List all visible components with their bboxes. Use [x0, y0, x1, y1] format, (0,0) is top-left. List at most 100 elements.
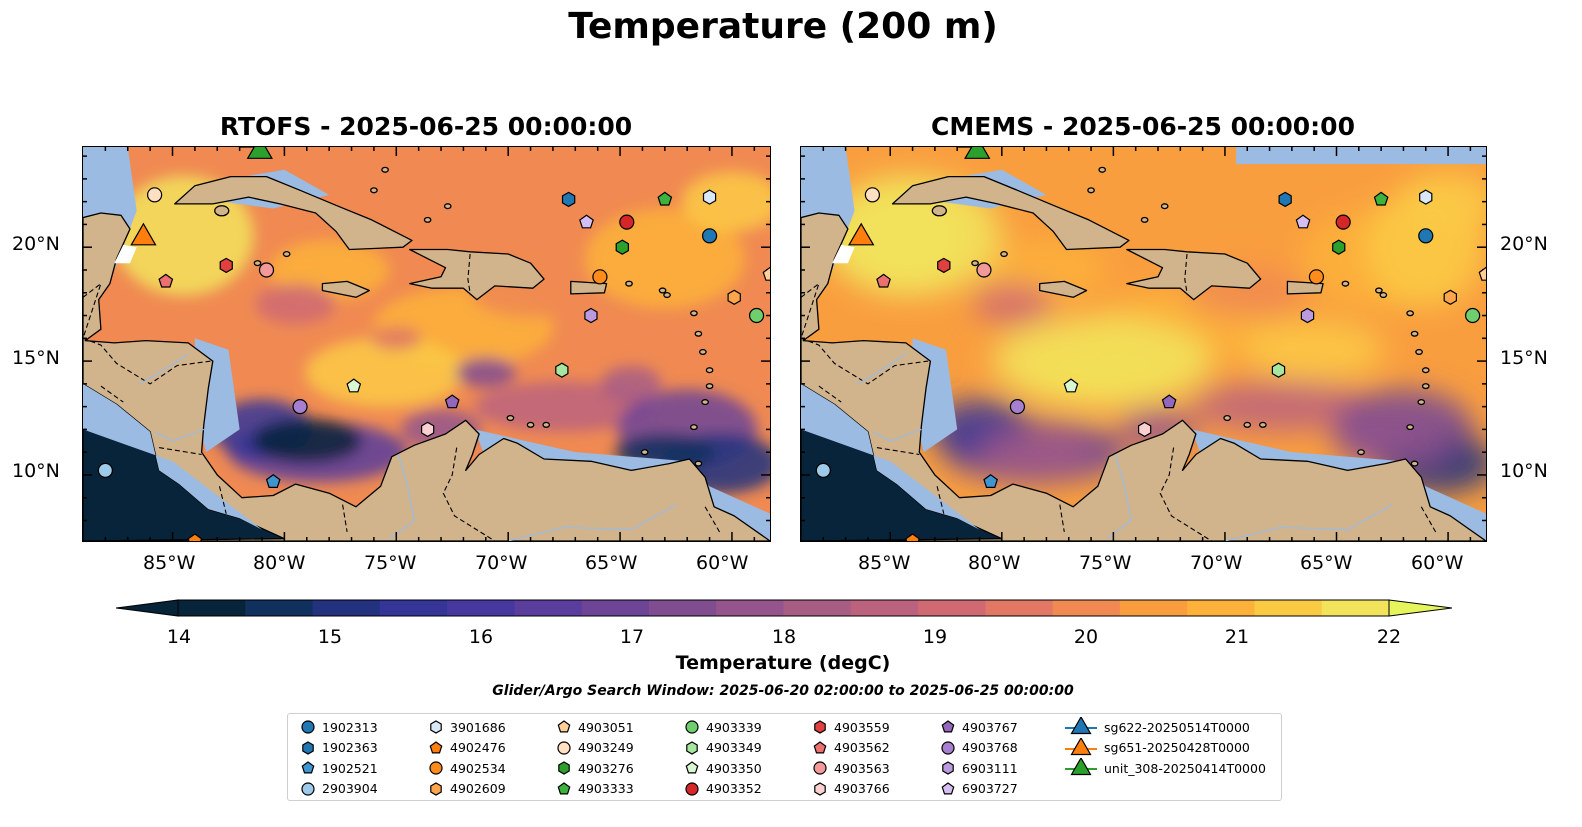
- argo-float-marker: [265, 474, 281, 488]
- legend-marker: [685, 720, 699, 734]
- argo-float-marker: [619, 214, 635, 230]
- triangle-marker-icon: [1065, 758, 1097, 776]
- observation-markers: [97, 147, 770, 541]
- argo-float-marker: [97, 462, 113, 478]
- legend-marker: [557, 720, 571, 733]
- argo-float-marker: [762, 266, 770, 281]
- cmems-panel-title: CMEMS - 2025-06-25 00:00:00: [931, 112, 1355, 141]
- legend-label: 4903562: [834, 740, 890, 755]
- legend-marker: [1070, 737, 1092, 755]
- legend-item: 4903559: [812, 717, 890, 737]
- legend-marker: [430, 781, 442, 796]
- cmems-map-canvas: [801, 147, 1486, 541]
- pentagon-marker-icon: [941, 781, 955, 794]
- legend-marker: [558, 761, 570, 775]
- rtofs-map[interactable]: [82, 146, 771, 542]
- argo-float-marker: [584, 307, 598, 324]
- colorbar-segment: [1119, 600, 1188, 616]
- legend-marker: [1070, 758, 1092, 776]
- legend-item: 4902534: [428, 758, 506, 778]
- legend-item: 4903333: [556, 779, 634, 799]
- argo-float-marker: [346, 378, 362, 393]
- rtofs-map-canvas: [83, 147, 770, 541]
- legend-item: 4903766: [812, 779, 890, 799]
- pentagon-marker-icon: [557, 781, 571, 794]
- colorbar-tick-label: 14: [166, 626, 192, 648]
- argo-float-marker: [937, 257, 951, 274]
- legend-item: 4903249: [556, 738, 634, 758]
- legend-label: 4902609: [450, 781, 506, 796]
- argo-float-marker: [258, 262, 275, 278]
- colorbar-segment: [850, 600, 919, 616]
- argo-float-marker: [1278, 191, 1292, 208]
- circle-marker-icon: [685, 720, 699, 734]
- argo-float-marker: [292, 399, 308, 415]
- triangle-marker-icon: [1065, 737, 1097, 755]
- argo-float-marker: [983, 474, 999, 488]
- argo-float-marker: [815, 462, 831, 478]
- legend-label: 4903559: [834, 719, 890, 735]
- circle-marker-icon: [429, 761, 443, 775]
- colorbar-label: Temperature (degC): [675, 652, 891, 674]
- legend-item: 4903339: [684, 717, 762, 737]
- legend-marker: [941, 781, 955, 794]
- argo-float-marker: [702, 189, 717, 205]
- circle-marker-icon: [301, 781, 315, 796]
- hexagon-marker-icon: [686, 740, 698, 755]
- argo-float-marker: [579, 214, 594, 229]
- glider-marker: [130, 222, 157, 246]
- argo-float-marker: [1300, 307, 1315, 324]
- legend-marker: [429, 761, 443, 775]
- colorbar-tick-label: 19: [922, 626, 948, 648]
- axis-ticks: [801, 147, 1486, 541]
- legend-marker: [302, 740, 314, 755]
- legend-label: 1902313: [322, 719, 378, 735]
- circle-marker-icon: [685, 781, 699, 796]
- legend-item: 6903727: [940, 779, 1018, 799]
- legend-label: 4903276: [578, 760, 634, 776]
- legend-item: 4902476: [428, 738, 506, 758]
- legend-item: unit_308-20250414T0000: [1064, 758, 1266, 778]
- legend-marker: [301, 781, 315, 796]
- country-borders: [801, 253, 1438, 541]
- pentagon-marker-icon: [813, 740, 827, 753]
- legend-marker: [813, 740, 827, 753]
- legend-marker: [557, 781, 571, 794]
- legend-label: sg622-20250514T0000: [1104, 719, 1250, 735]
- legend-marker: [685, 781, 699, 796]
- legend-item: 1902521: [300, 758, 378, 778]
- legend-label: sg651-20250428T0000: [1104, 740, 1250, 755]
- lat-tick-label: 20°N: [1500, 233, 1548, 255]
- legend-marker: [814, 781, 826, 796]
- colorbar-segment: [178, 600, 246, 616]
- hexagon-marker-icon: [814, 720, 826, 734]
- hexagon-marker-icon: [430, 720, 442, 734]
- argo-float-marker: [615, 239, 630, 255]
- lat-tick-label: 15°N: [1500, 347, 1548, 369]
- colorbar-segment: [1052, 600, 1121, 616]
- land-masses: [83, 147, 770, 541]
- legend-label: 6903727: [962, 781, 1018, 796]
- legend-label: 6903111: [962, 760, 1018, 776]
- legend-label: 4903349: [706, 740, 762, 755]
- argo-float-marker: [748, 307, 765, 324]
- argo-float-marker: [1271, 362, 1286, 378]
- country-borders: [83, 253, 722, 541]
- lon-tick-label: 70°W: [1190, 552, 1243, 574]
- colorbar-segment: [581, 600, 650, 616]
- argo-float-marker: [1295, 214, 1311, 229]
- lat-tick-label: 20°N: [12, 233, 60, 255]
- legend-item: 2903904: [300, 779, 378, 799]
- colorbar-segment: [447, 600, 515, 616]
- lon-tick-label: 85°W: [858, 552, 911, 574]
- legend-item: 6903111: [940, 758, 1018, 778]
- pentagon-marker-icon: [941, 720, 955, 733]
- hexagon-marker-icon: [942, 761, 954, 775]
- argo-float-marker: [864, 187, 881, 203]
- legend-item: sg651-20250428T0000: [1064, 737, 1250, 758]
- argo-float-marker: [701, 228, 718, 244]
- colorbar-segment: [783, 600, 852, 616]
- argo-float-marker: [1308, 269, 1325, 285]
- pentagon-marker-icon: [429, 740, 443, 753]
- cmems-map[interactable]: [800, 146, 1487, 542]
